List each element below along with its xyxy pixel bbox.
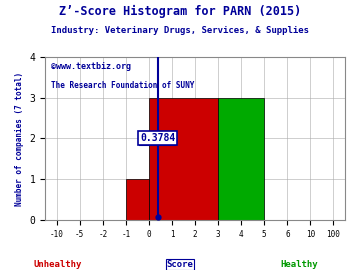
Bar <box>126 179 149 220</box>
Text: The Research Foundation of SUNY: The Research Foundation of SUNY <box>51 81 194 90</box>
Text: Industry: Veterinary Drugs, Services, & Supplies: Industry: Veterinary Drugs, Services, & … <box>51 26 309 35</box>
Bar <box>218 98 264 220</box>
Text: Score: Score <box>167 260 193 269</box>
Bar <box>149 98 218 220</box>
Text: 0.3784: 0.3784 <box>140 133 175 143</box>
Y-axis label: Number of companies (7 total): Number of companies (7 total) <box>15 71 24 205</box>
Text: Z’-Score Histogram for PARN (2015): Z’-Score Histogram for PARN (2015) <box>59 5 301 18</box>
Text: Healthy: Healthy <box>280 260 318 269</box>
Text: ©www.textbiz.org: ©www.textbiz.org <box>51 62 131 71</box>
Text: Unhealthy: Unhealthy <box>33 260 82 269</box>
